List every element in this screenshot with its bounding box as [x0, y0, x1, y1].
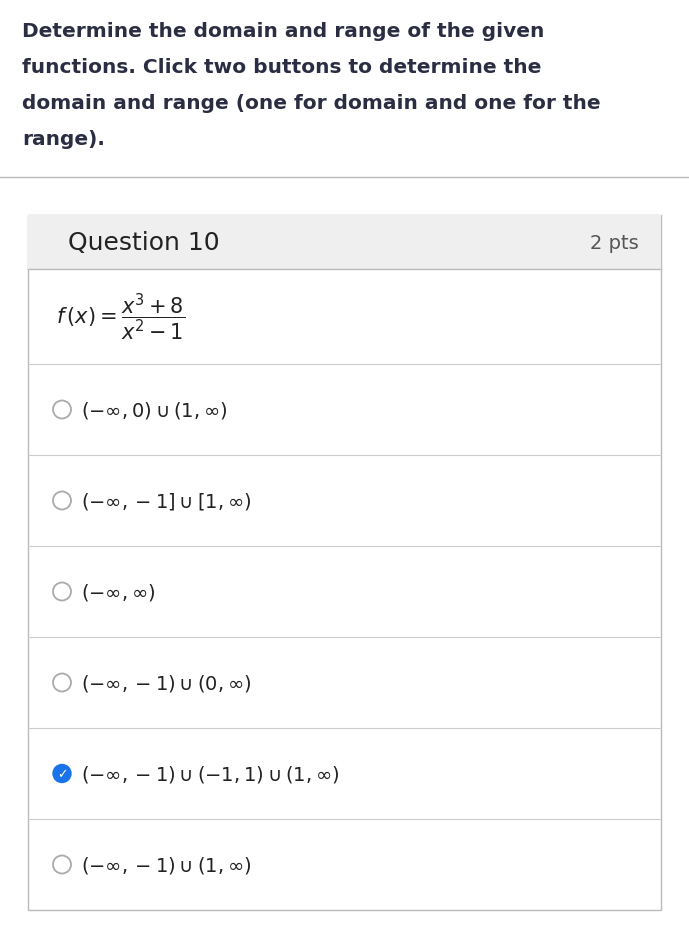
Text: 2 pts: 2 pts: [590, 233, 639, 252]
Text: $(-\infty, -1) \cup (1, \infty)$: $(-\infty, -1) \cup (1, \infty)$: [81, 854, 251, 875]
Text: $(-\infty, -1) \cup (-1, 1) \cup (1, \infty)$: $(-\infty, -1) \cup (-1, 1) \cup (1, \in…: [81, 763, 340, 784]
Text: domain and range (one for domain and one for the: domain and range (one for domain and one…: [22, 94, 601, 113]
Text: Question 10: Question 10: [68, 231, 220, 254]
Text: $f\,(x) = \dfrac{x^3+8}{x^2-1}$: $f\,(x) = \dfrac{x^3+8}{x^2-1}$: [56, 291, 185, 342]
Text: functions. Click two buttons to determine the: functions. Click two buttons to determin…: [22, 58, 542, 77]
FancyBboxPatch shape: [28, 216, 661, 270]
Circle shape: [53, 765, 71, 782]
Text: $(-\infty, \infty)$: $(-\infty, \infty)$: [81, 581, 156, 602]
Text: $(-\infty, -1] \cup [1, \infty)$: $(-\infty, -1] \cup [1, \infty)$: [81, 491, 251, 511]
Text: ✓: ✓: [56, 767, 68, 780]
Text: range).: range).: [22, 130, 105, 148]
Text: $(-\infty, -1) \cup (0, \infty)$: $(-\infty, -1) \cup (0, \infty)$: [81, 672, 251, 693]
FancyBboxPatch shape: [28, 216, 661, 910]
Text: $(-\infty, 0) \cup (1, \infty)$: $(-\infty, 0) \cup (1, \infty)$: [81, 400, 227, 420]
Text: Determine the domain and range of the given: Determine the domain and range of the gi…: [22, 22, 544, 41]
